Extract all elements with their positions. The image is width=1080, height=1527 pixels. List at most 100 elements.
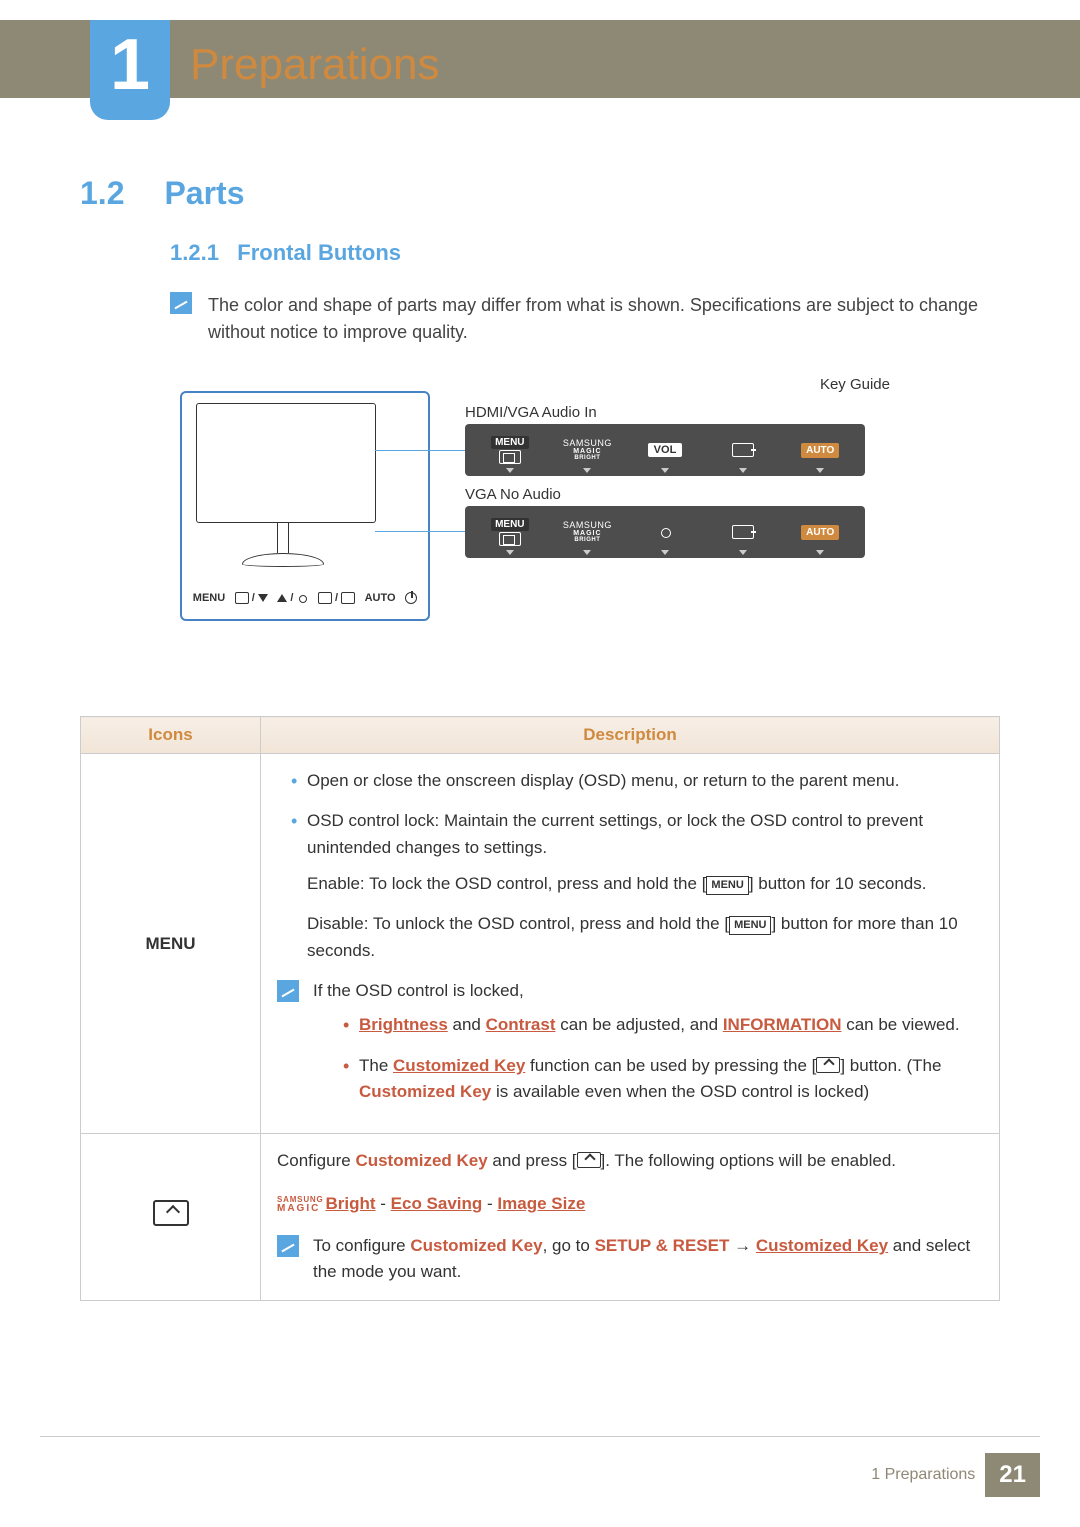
brightness-icon: [657, 524, 673, 540]
sep1: -: [376, 1194, 391, 1213]
monitor-screen: [196, 403, 376, 523]
osd-icon-2: [499, 532, 521, 546]
arrow-icon: →: [729, 1236, 755, 1255]
samsung-label: SAMSUNG: [563, 439, 612, 448]
menu-desc-open: Open or close the onscreen display (OSD)…: [277, 768, 983, 794]
key-vol: VOL: [626, 424, 704, 476]
key-menu: MENU: [471, 424, 549, 476]
menu-button-inline: MENU: [706, 876, 748, 895]
key-magic-bright: SAMSUNG MAGIC BRIGHT: [549, 424, 627, 476]
legend-auto: AUTO: [365, 592, 396, 604]
r2-d: ]. The following options will be enabled…: [601, 1151, 896, 1170]
menu-button-inline-2: MENU: [729, 916, 771, 935]
key-brightness: [626, 506, 704, 558]
footer-page-number: 21: [985, 1453, 1040, 1497]
hl-brightness: Brightness: [359, 1015, 448, 1034]
bright-label: BRIGHT: [563, 455, 612, 461]
hl-custom-key-5: Customized Key: [756, 1236, 888, 1255]
r2-a: Configure: [277, 1151, 355, 1170]
source-icon-2: [732, 525, 754, 539]
hl-magic-bright: Bright: [326, 1194, 376, 1213]
hl-contrast: Contrast: [486, 1015, 556, 1034]
ck-f: is available even when the OSD control i…: [491, 1082, 869, 1101]
table-row: Configure Customized Key and press []. T…: [81, 1134, 1000, 1300]
monitor-stand: [252, 526, 312, 566]
custom-key-note: To configure Customized Key, go to SETUP…: [277, 1233, 983, 1286]
locked-li-customkey: The Customized Key function can be used …: [313, 1053, 983, 1106]
ck-a: The: [359, 1056, 393, 1075]
monitor-outline: MENU / / / AUTO: [180, 391, 430, 621]
hl-image-size: Image Size: [497, 1194, 585, 1213]
subsection-number: 1.2.1: [170, 240, 219, 265]
key-auto: AUTO: [781, 424, 859, 476]
callout-hdmi-vga-audio: HDMI/VGA Audio In: [465, 404, 597, 421]
legend-up-bright: /: [277, 592, 308, 604]
custom-key-icon: [153, 1200, 189, 1226]
section-number: 1.2: [80, 175, 160, 212]
callout-line-1: [375, 450, 465, 451]
n2-c: , go to: [543, 1236, 595, 1255]
samsung-magic-inline: SAMSUNGMAGIC: [277, 1195, 324, 1213]
samsung-label-2: SAMSUNG: [563, 521, 612, 530]
key-magic-bright-2: SAMSUNG MAGIC BRIGHT: [549, 506, 627, 558]
key-strip-vga: MENU SAMSUNG MAGIC BRIGHT AUTO: [465, 506, 865, 558]
hl-custom-key: Customized Key: [393, 1056, 525, 1075]
cell-desc-custom: Configure Customized Key and press []. T…: [261, 1134, 1000, 1300]
custom-key-icon-inline: [816, 1057, 840, 1073]
hl-setup-reset: SETUP & RESET: [595, 1236, 730, 1255]
t-and: and: [448, 1015, 486, 1034]
source-icon: [732, 443, 754, 457]
icons-description-table: Icons Description MENU Open or close the…: [80, 716, 1000, 1301]
bright-label-2: BRIGHT: [563, 537, 612, 543]
n2-a: To configure: [313, 1236, 410, 1255]
legend-power: [405, 592, 417, 604]
key-source: [704, 424, 782, 476]
callout-line-2: [375, 531, 465, 532]
disable-text-a: Disable: To unlock the OSD control, pres…: [307, 914, 729, 933]
th-description: Description: [261, 717, 1000, 754]
page-footer: 1 Preparations 21: [871, 1453, 1040, 1497]
note-icon-2: [277, 980, 299, 1002]
callout-vga-no-audio: VGA No Audio: [465, 486, 561, 503]
note-icon-3: [277, 1235, 299, 1257]
ck-c: function can be used by pressing the [: [525, 1056, 816, 1075]
th-icons: Icons: [81, 717, 261, 754]
menu-desc-lock: OSD control lock: Maintain the current s…: [277, 808, 983, 964]
locked-note: If the OSD control is locked, Brightness…: [277, 978, 983, 1119]
key-auto-2: AUTO: [781, 506, 859, 558]
menu-desc-lock-text: OSD control lock: Maintain the current s…: [307, 811, 923, 856]
t-adj: can be adjusted, and: [556, 1015, 723, 1034]
ck-d: ] button. (The: [840, 1056, 941, 1075]
locked-li-brightness: Brightness and Contrast can be adjusted,…: [313, 1012, 983, 1038]
subsection-title: Frontal Buttons: [237, 240, 401, 265]
section-heading: 1.2 Parts: [80, 175, 1000, 212]
subsection-heading: 1.2.1 Frontal Buttons: [170, 240, 1000, 266]
magic-label-2: MAGIC: [563, 530, 612, 537]
t-viewed: can be viewed.: [841, 1015, 959, 1034]
osd-icon: [499, 450, 521, 464]
key-strip-hdmi: MENU SAMSUNG MAGIC BRIGHT VOL AUTO: [465, 424, 865, 476]
note-block: The color and shape of parts may differ …: [170, 292, 1000, 346]
hl-custom-key-3: Customized Key: [355, 1151, 487, 1170]
cell-icon-menu: MENU: [81, 754, 261, 1134]
magic-label: MAGIC: [563, 448, 612, 455]
hl-information: INFORMATION: [723, 1015, 842, 1034]
hl-custom-key-4: Customized Key: [410, 1236, 542, 1255]
key-menu-label-2: MENU: [491, 518, 528, 531]
chapter-title: Preparations: [190, 40, 439, 90]
cell-icon-custom: [81, 1134, 261, 1300]
legend-source: /: [318, 592, 355, 604]
vol-label: VOL: [648, 443, 683, 457]
hl-eco-saving: Eco Saving: [391, 1194, 483, 1213]
custom-key-icon-inline-2: [577, 1152, 601, 1168]
hl-custom-key-2: Customized Key: [359, 1082, 491, 1101]
enable-text-a: Enable: To lock the OSD control, press a…: [307, 874, 706, 893]
note-icon: [170, 292, 192, 314]
section-title: Parts: [164, 175, 244, 211]
note-text: The color and shape of parts may differ …: [208, 292, 1000, 346]
key-source-2: [704, 506, 782, 558]
footer-divider: [40, 1436, 1040, 1437]
key-guide-label: Key Guide: [820, 376, 890, 393]
enable-text-b: ] button for 10 seconds.: [749, 874, 927, 893]
sep2: -: [482, 1194, 497, 1213]
